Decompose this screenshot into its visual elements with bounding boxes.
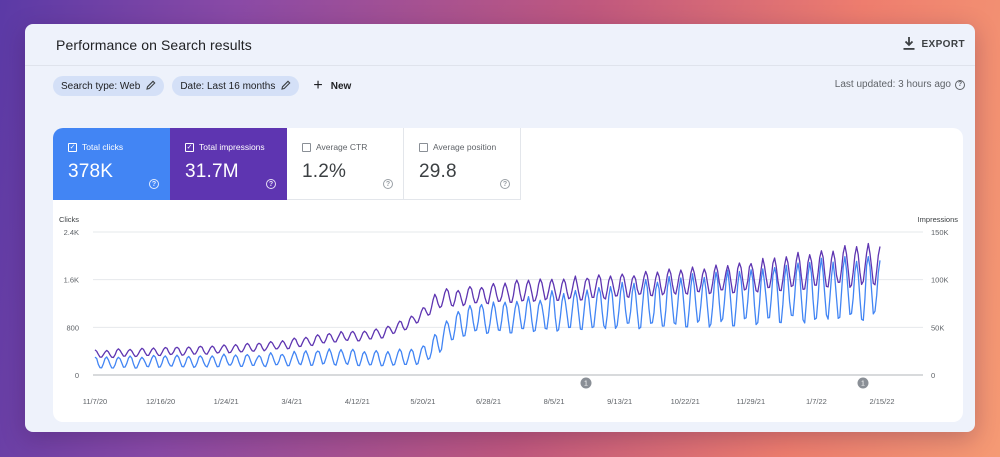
annotation-label: 1 bbox=[584, 381, 588, 388]
download-icon bbox=[903, 36, 915, 53]
left-tick-label: 2.4K bbox=[64, 228, 79, 237]
metric-card-total-impressions[interactable]: ✓ Total impressions 31.7M ? bbox=[170, 128, 287, 200]
metric-cards: ✓ Total clicks 378K ? ✓ Total impressions … bbox=[53, 128, 963, 200]
metric-value: 1.2% bbox=[302, 161, 347, 182]
metric-label: Average CTR bbox=[316, 142, 368, 152]
export-button[interactable]: EXPORT bbox=[903, 36, 965, 53]
x-tick-label: 12/16/20 bbox=[146, 397, 175, 406]
left-tick-label: 0 bbox=[75, 371, 79, 380]
right-tick-label: 150K bbox=[931, 228, 949, 237]
right-tick-label: 0 bbox=[931, 371, 935, 380]
left-tick-label: 800 bbox=[66, 323, 79, 332]
x-tick-label: 10/22/21 bbox=[671, 397, 700, 406]
x-tick-label: 5/20/21 bbox=[410, 397, 435, 406]
last-updated: Last updated: 3 hours ago ? bbox=[835, 79, 965, 90]
right-axis-title: Impressions bbox=[918, 215, 959, 224]
left-tick-label: 1.6K bbox=[64, 276, 79, 285]
clicks-series-line bbox=[94, 255, 881, 369]
x-tick-label: 2/15/22 bbox=[869, 397, 894, 406]
page-title: Performance on Search results bbox=[56, 36, 252, 53]
pencil-icon bbox=[146, 80, 156, 93]
checkbox-checked-icon[interactable]: ✓ bbox=[68, 142, 77, 152]
left-axis-title: Clicks bbox=[59, 215, 79, 224]
metric-value: 378K bbox=[68, 161, 114, 182]
page-header: Performance on Search results EXPORT bbox=[25, 24, 975, 66]
metric-card-total-clicks[interactable]: ✓ Total clicks 378K ? bbox=[53, 128, 170, 200]
metric-card-average-position[interactable]: Average position 29.8 ? bbox=[404, 128, 521, 200]
impressions-series-line bbox=[94, 242, 881, 359]
x-tick-label: 11/29/21 bbox=[737, 397, 766, 406]
x-tick-label: 8/5/21 bbox=[544, 397, 565, 406]
date-label: Date: Last 16 months bbox=[180, 80, 276, 92]
x-tick-label: 11/7/20 bbox=[83, 397, 107, 406]
checkbox-checked-icon[interactable]: ✓ bbox=[185, 142, 194, 152]
metric-label: Total impressions bbox=[199, 142, 265, 152]
last-updated-text: Last updated: 3 hours ago bbox=[834, 79, 951, 90]
new-filter-label: New bbox=[330, 80, 352, 92]
pencil-icon bbox=[281, 80, 291, 93]
plus-icon: + bbox=[313, 77, 323, 94]
help-icon[interactable]: ? bbox=[500, 179, 510, 189]
x-tick-label: 1/24/21 bbox=[214, 397, 239, 406]
annotation-marker[interactable] bbox=[580, 377, 592, 389]
new-filter-button[interactable]: + New bbox=[313, 77, 352, 94]
annotation-marker[interactable] bbox=[857, 377, 869, 389]
filter-bar: Search type: Web Date: Last 16 months + … bbox=[25, 66, 975, 106]
metric-value: 29.8 bbox=[419, 161, 457, 182]
metric-label: Total clicks bbox=[82, 142, 124, 152]
x-tick-label: 4/12/21 bbox=[345, 397, 370, 406]
performance-panel: ✓ Total clicks 378K ? ✓ Total impressions … bbox=[53, 128, 963, 422]
checkbox-unchecked-icon[interactable] bbox=[302, 142, 311, 152]
help-icon[interactable]: ? bbox=[266, 179, 276, 189]
x-tick-label: 9/13/21 bbox=[607, 397, 632, 406]
help-icon[interactable]: ? bbox=[383, 179, 393, 189]
search-type-chip[interactable]: Search type: Web bbox=[53, 76, 165, 96]
help-icon[interactable]: ? bbox=[955, 79, 965, 90]
search-type-label: Search type: Web bbox=[61, 80, 141, 92]
date-chip[interactable]: Date: Last 16 months bbox=[172, 76, 300, 96]
performance-chart: Clicks Impressions 0 800 1.6K 2.4K 0 50K 100K 150… bbox=[59, 215, 959, 406]
annotation-label: 1 bbox=[861, 381, 865, 388]
export-label: EXPORT bbox=[921, 39, 965, 50]
help-icon[interactable]: ? bbox=[149, 179, 159, 189]
metric-label: Average position bbox=[433, 142, 497, 152]
x-tick-label: 1/7/22 bbox=[806, 397, 827, 406]
checkbox-unchecked-icon[interactable] bbox=[419, 142, 428, 152]
x-tick-label: 3/4/21 bbox=[281, 397, 302, 406]
metric-value: 31.7M bbox=[185, 161, 239, 182]
right-tick-label: 100K bbox=[931, 276, 949, 285]
metric-card-average-ctr[interactable]: Average CTR 1.2% ? bbox=[287, 128, 404, 200]
performance-window: Performance on Search results EXPORT Sea… bbox=[25, 24, 975, 432]
x-tick-label: 6/28/21 bbox=[476, 397, 501, 406]
right-tick-label: 50K bbox=[931, 323, 944, 332]
